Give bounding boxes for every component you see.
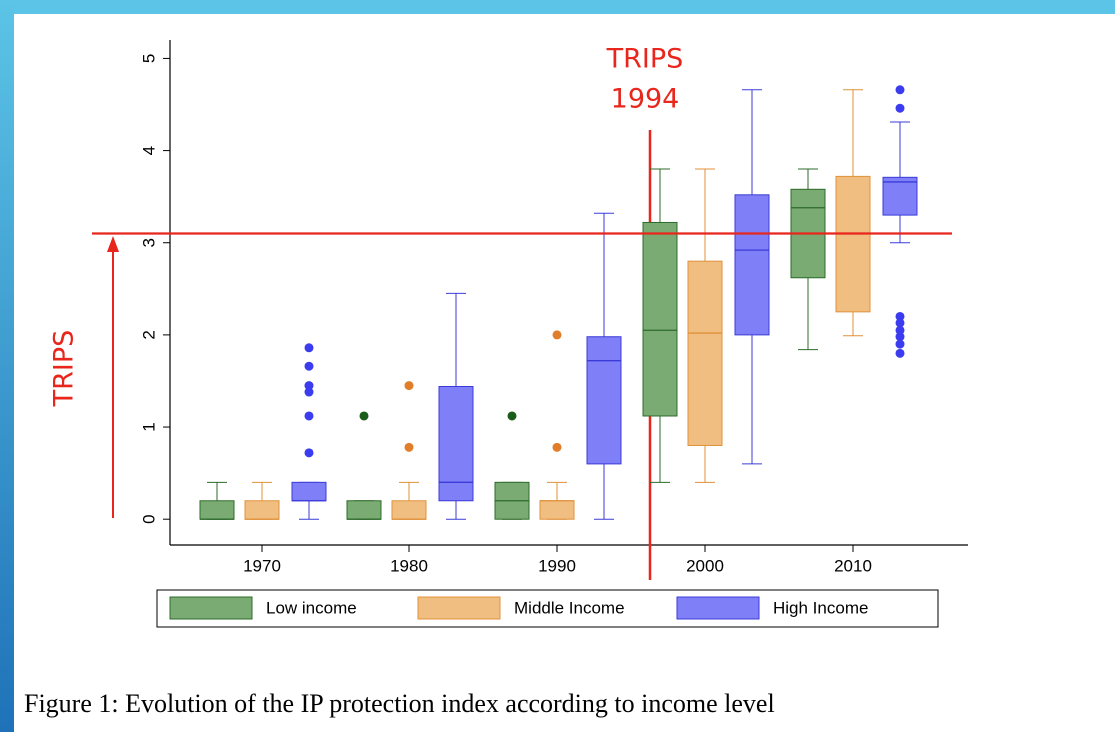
box (244, 500, 280, 520)
event-label: 1994 (611, 84, 680, 115)
y-tick-label: 1 (139, 422, 158, 431)
x-tick-label: 1970 (243, 556, 281, 575)
outlier (895, 103, 905, 113)
box (291, 481, 327, 502)
x-tick-label: 2000 (686, 556, 724, 575)
legend-label: Middle Income (514, 598, 625, 617)
y-tick-label: 0 (139, 514, 158, 523)
x-tick-label: 2010 (834, 556, 872, 575)
y-tick-label: 2 (139, 330, 158, 339)
box (391, 500, 427, 520)
legend-swatch (169, 596, 253, 620)
outlier (404, 381, 414, 391)
box (642, 221, 678, 417)
y-tick-label: 5 (139, 54, 158, 63)
outlier (304, 387, 314, 397)
box (835, 175, 871, 313)
outlier (895, 85, 905, 95)
box (539, 500, 575, 520)
outlier (304, 411, 314, 421)
x-tick-label: 1990 (538, 556, 576, 575)
y-tick-label: 3 (139, 238, 158, 247)
outlier (895, 332, 905, 342)
outlier (304, 381, 314, 391)
caption: Figure 1: Evolution of the IP protection… (24, 689, 775, 718)
box (199, 500, 235, 520)
top-border (0, 0, 1115, 14)
box (346, 500, 382, 520)
y-tick-label: 4 (139, 146, 158, 155)
outlier (304, 448, 314, 458)
legend-label: Low income (266, 598, 357, 617)
legend (156, 589, 939, 628)
outlier (895, 318, 905, 328)
box (438, 385, 474, 502)
outlier (507, 411, 517, 421)
outlier (359, 411, 369, 421)
legend-swatch (417, 596, 501, 620)
box (586, 336, 622, 465)
box (734, 194, 770, 336)
event-label: TRIPS (606, 44, 684, 75)
outlier (895, 348, 905, 358)
legend-swatch (676, 596, 760, 620)
outlier (304, 361, 314, 371)
x-tick-label: 1980 (390, 556, 428, 575)
outlier (552, 442, 562, 452)
outlier (895, 325, 905, 335)
arrow-head (107, 236, 119, 252)
outlier (404, 442, 414, 452)
outlier (895, 311, 905, 321)
outlier (552, 330, 562, 340)
outlier (304, 343, 314, 353)
box (882, 176, 918, 216)
box (687, 260, 723, 446)
left-border (0, 0, 14, 732)
legend-label: High Income (773, 598, 868, 617)
arrow-label: TRIPS (49, 330, 80, 408)
outlier (895, 339, 905, 349)
